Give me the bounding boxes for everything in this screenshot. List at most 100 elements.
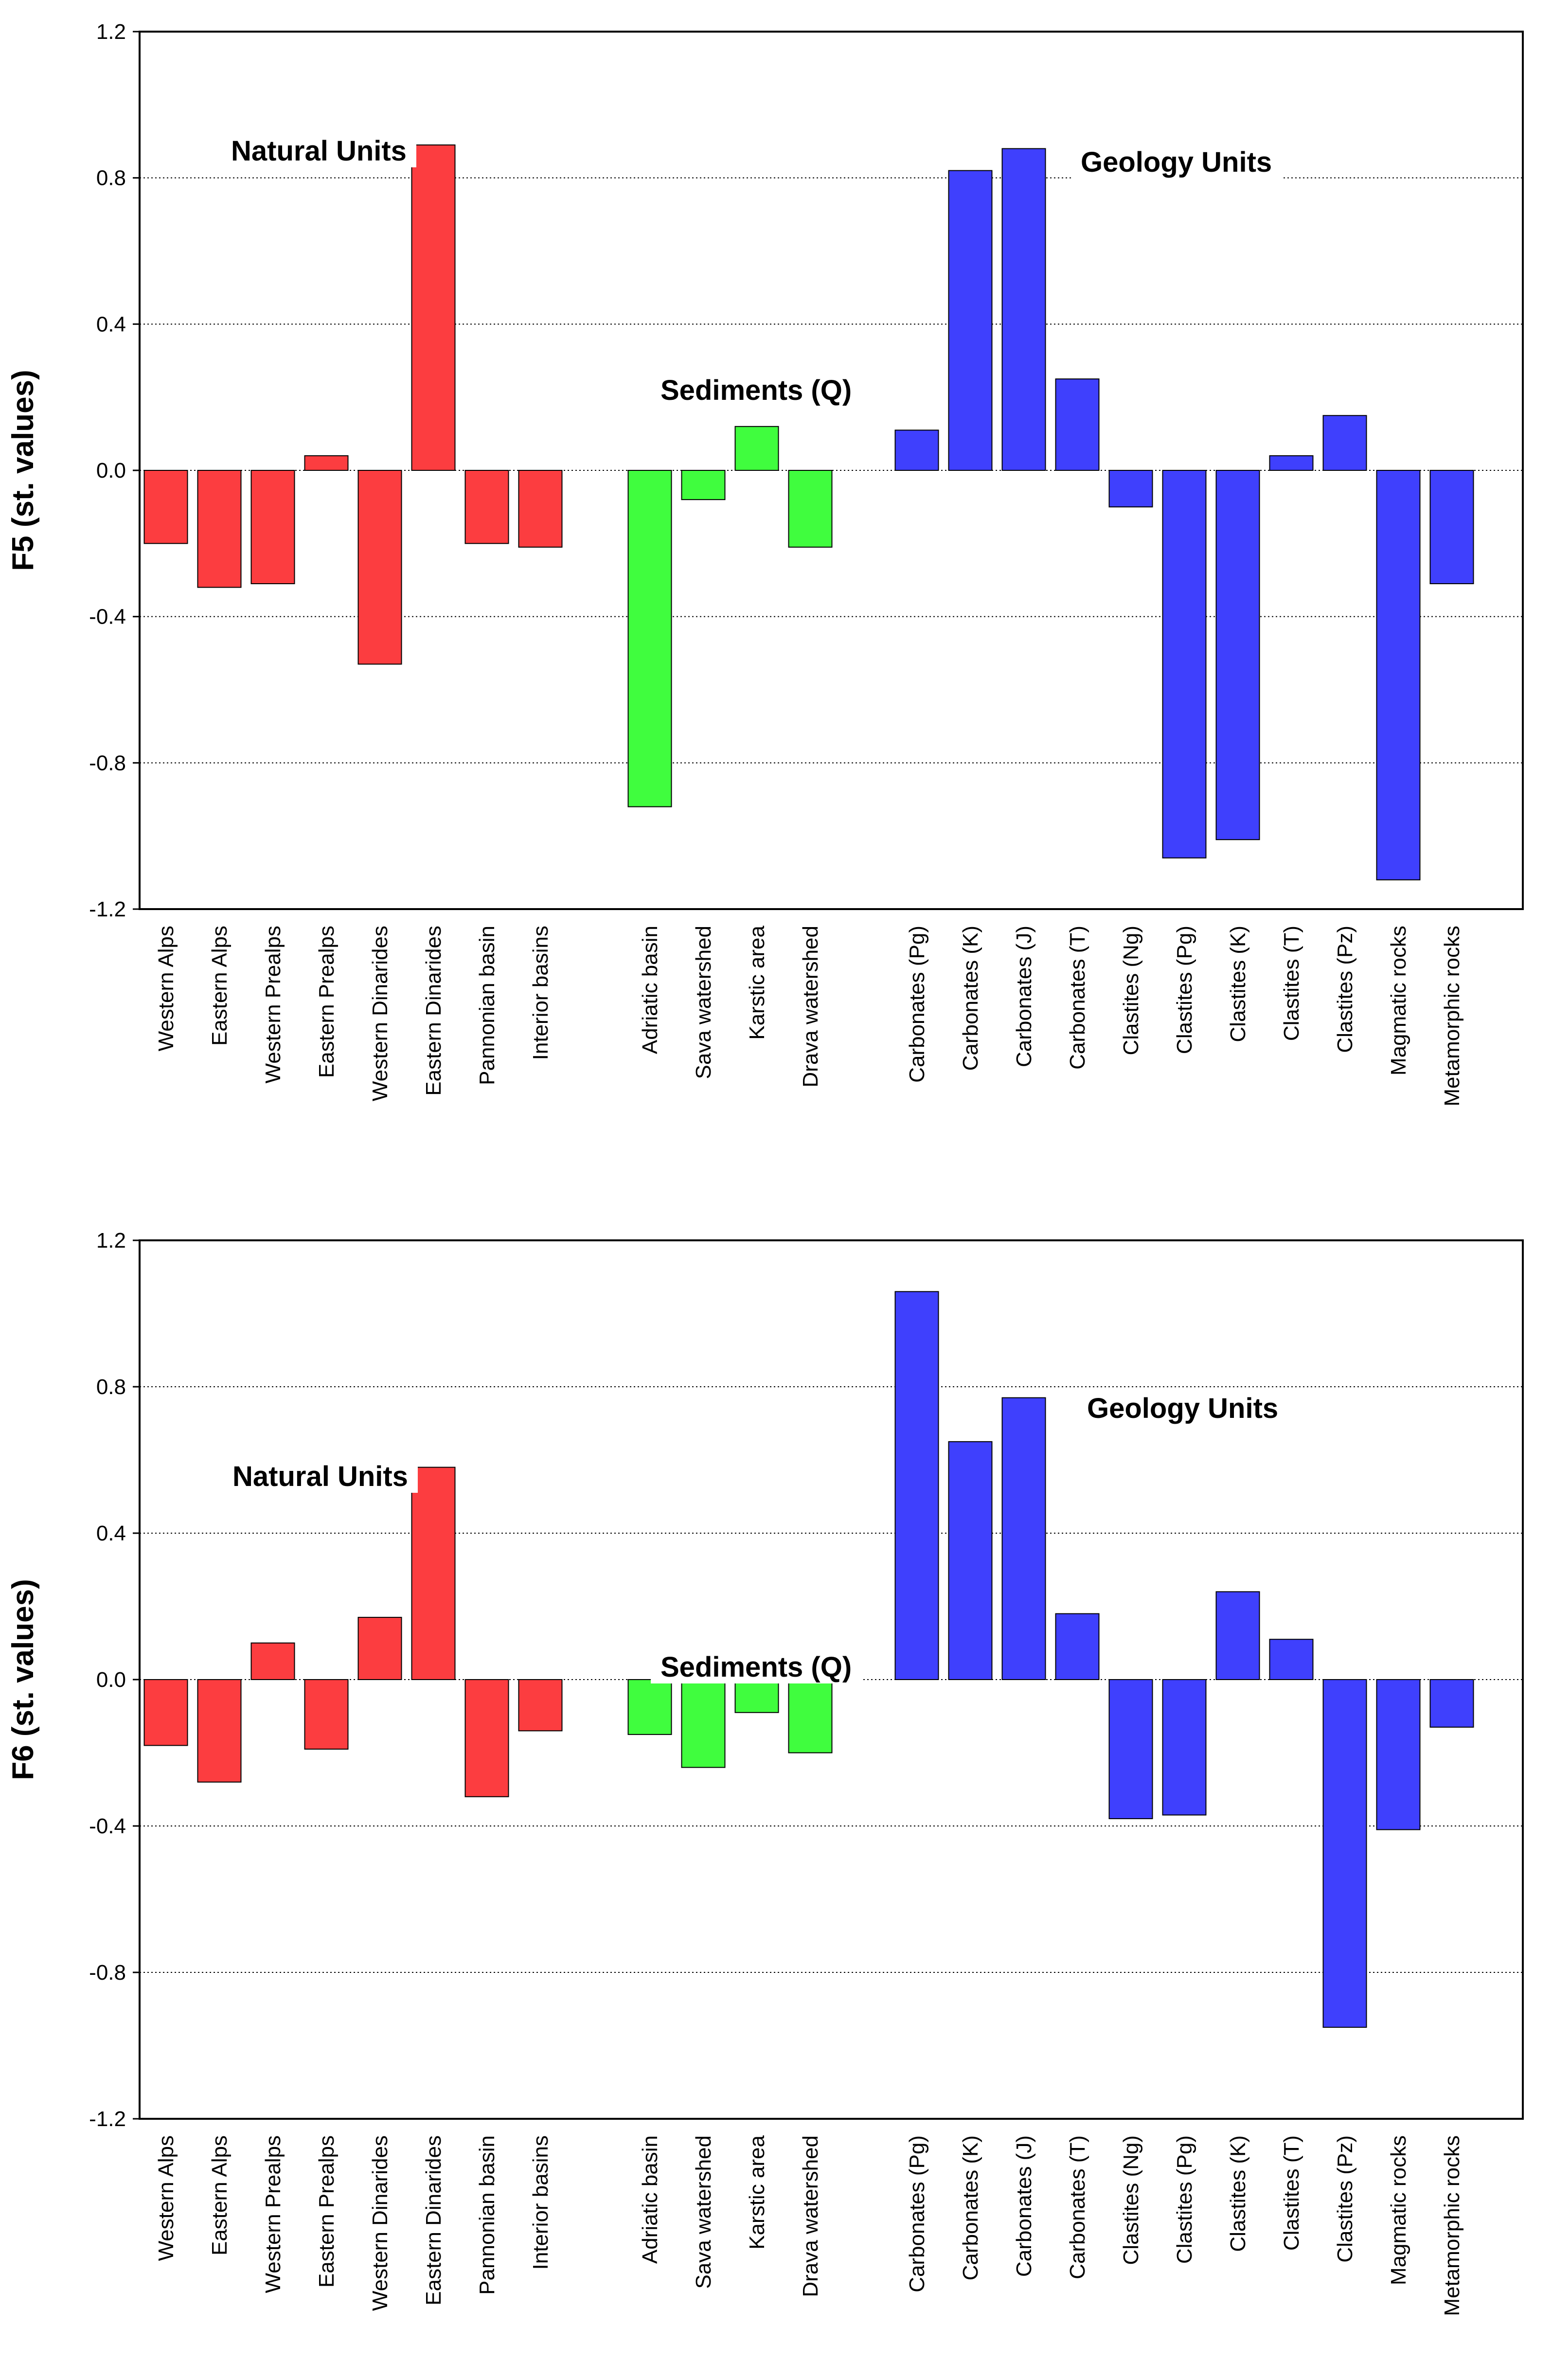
annotation-bg [1077,1393,1288,1425]
x-category-label: Karstic area [745,925,769,1039]
x-category-label: Adriatic basin [638,926,662,1054]
bar [1001,1397,1046,1680]
x-category-label: Clastites (K) [1226,926,1250,1042]
bar [1322,1679,1367,2028]
x-category-label: Eastern Dinarides [422,2135,446,2306]
x-category-label: Western Prealps [261,2135,285,2293]
annotation-bg [651,375,862,407]
x-category-label: Interior basins [529,926,553,1060]
bar [734,426,779,471]
x-category-label: Carbonates (Pg) [905,926,929,1083]
x-category-label: Eastern Alps [208,2135,232,2255]
x-category-label: Sava watershed [692,2135,715,2289]
bar [1269,1639,1314,1681]
y-tick-label: 0.0 [96,1668,126,1692]
chart-panel-1: 1.2 0.8 0.4 0.0 -0.4 -0.8 -1.2 Western Alps East… [6,20,1524,1107]
y-tick-label: -0.8 [89,751,126,775]
bar [1376,1679,1421,1830]
x-category-label: Clastites (Pz) [1333,926,1357,1053]
y-tick-label: 0.4 [96,312,126,336]
bar [1108,470,1153,508]
bar [1429,470,1474,585]
x-category-label: Eastern Alps [208,926,232,1046]
x-category-label: Carbonates (J) [1012,2135,1036,2277]
bar [1215,470,1260,841]
bar [948,170,993,471]
x-category-label: Carbonates (K) [959,926,982,1071]
x-category-label: Clastites (Pg) [1173,2135,1196,2264]
bar [304,1679,349,1750]
y-tick-label: 0.4 [96,1521,126,1545]
x-category-label: Carbonates (K) [959,2135,982,2280]
x-category-label: Interior basins [529,2135,553,2270]
bar [357,470,402,665]
bar [1322,415,1367,471]
group-annotation: Geology Units [1087,1393,1278,1424]
annotation-bg [1071,146,1282,179]
bar [1376,470,1421,880]
y-tick-label: 1.2 [96,20,126,44]
bar [1055,1613,1100,1681]
bar [197,1679,242,1783]
bar [357,1617,402,1680]
bar [1215,1591,1260,1680]
bar [250,470,295,585]
x-category-label: Clastites (Ng) [1119,926,1143,1056]
bar [1429,1679,1474,1728]
group-annotation: Natural Units [231,135,407,167]
x-category-label: Clastites (Pg) [1173,926,1196,1054]
bar [681,470,726,501]
x-category-label: Western Dinarides [368,926,392,1101]
bar [304,455,349,471]
x-category-label: Western Alps [154,2135,178,2261]
y-tick-label: 0.8 [96,1375,126,1399]
bar [411,1467,456,1681]
x-category-label: Western Alps [154,926,178,1051]
annotation-bg [223,1461,418,1493]
chart-panel-2: 1.2 0.8 0.4 0.0 -0.4 -0.8 -1.2 Western Alps East… [6,1229,1524,2316]
bar [681,1679,726,1768]
group-annotation: Sediments (Q) [660,375,852,406]
y-tick-label: 0.8 [96,166,126,190]
y-axis-label: F5 (st. values) [6,370,40,571]
group-annotation: Natural Units [232,1461,408,1492]
y-axis-label: F6 (st. values) [6,1579,40,1780]
x-category-label: Magmatic rocks [1387,926,1410,1075]
y-tick-label: 1.2 [96,1229,126,1253]
y-tick-label: -1.2 [89,897,126,921]
x-category-label: Western Prealps [261,926,285,1083]
bar [464,470,509,544]
bar [518,470,563,548]
x-category-label: Eastern Dinarides [422,926,446,1096]
bar [1269,455,1314,471]
x-category-label: Metamorphic rocks [1440,926,1464,1107]
bar [143,1679,188,1746]
annotation-bg [651,1651,862,1683]
bar [1001,148,1046,471]
bar [143,470,188,544]
group-annotation: Geology Units [1081,146,1272,178]
x-category-label: Carbonates (T) [1066,926,1089,1070]
group-annotation: Sediments (Q) [660,1651,852,1683]
x-category-label: Clastites (Ng) [1119,2135,1143,2265]
bar [464,1679,509,1797]
bar [250,1642,295,1680]
x-category-label: Clastites (Pz) [1333,2135,1357,2263]
plot-frame [139,31,1524,910]
bar [411,144,456,471]
x-category-label: Sava watershed [692,926,715,1079]
x-category-label: Magmatic rocks [1387,2135,1410,2285]
bar [518,1679,563,1732]
bar [1162,470,1207,859]
x-category-label: Pannonian basin [475,2135,499,2295]
bar [197,470,242,588]
bar [627,470,672,807]
bar [734,1679,779,1713]
y-tick-label: 0.0 [96,459,126,483]
x-category-label: Carbonates (T) [1066,2135,1089,2279]
x-category-label: Carbonates (J) [1012,926,1036,1067]
annotation-bg [221,135,416,167]
x-category-label: Clastites (T) [1280,926,1303,1041]
x-category-label: Carbonates (Pg) [905,2135,929,2292]
